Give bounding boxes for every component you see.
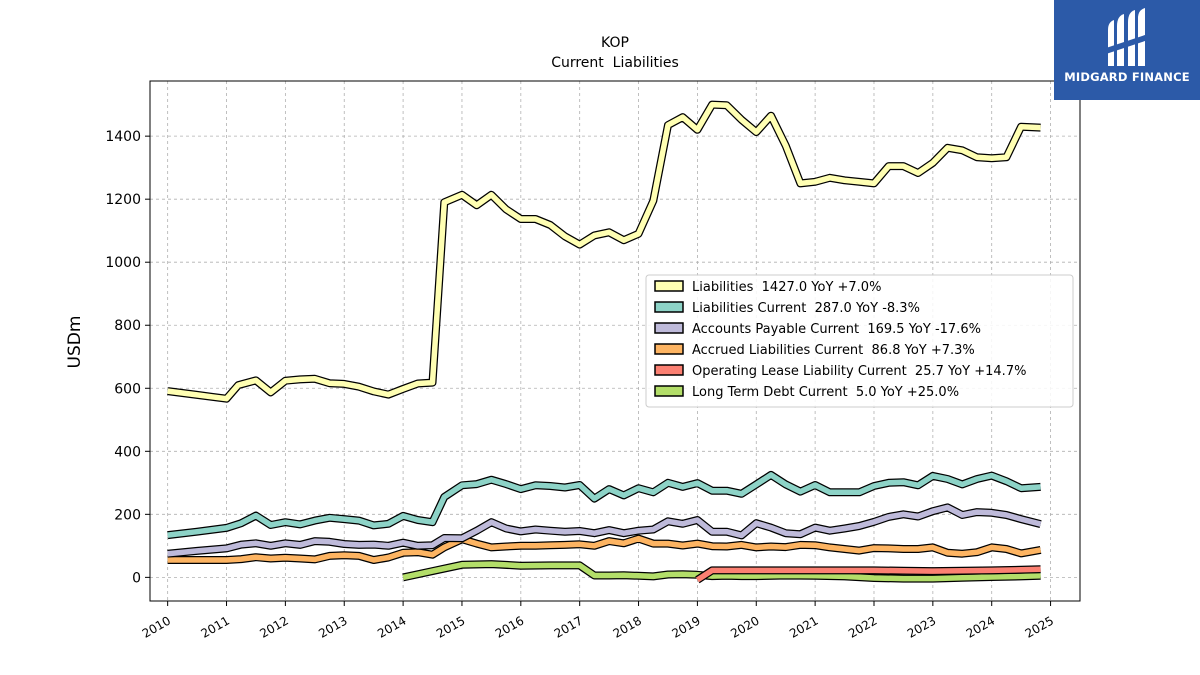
y-tick-label: 0 (132, 570, 141, 586)
x-tick-label: 2019 (669, 613, 702, 640)
y-tick-label: 600 (114, 381, 141, 397)
y-tick-label: 1200 (105, 192, 141, 208)
x-tick-label: 2012 (257, 613, 290, 640)
legend-label: Accounts Payable Current 169.5 YoY -17.6… (692, 322, 981, 337)
y-tick-label: 1000 (105, 255, 141, 271)
y-tick-label: 400 (114, 444, 141, 460)
x-axis: 2010 2011 2012 2013 2014 2015 2016 2017 2018 2019… (140, 601, 1056, 641)
legend-label: Long Term Debt Current 5.0 YoY +25.0% (692, 385, 959, 400)
x-tick-label: 2025 (1023, 613, 1056, 640)
series-operating-lease-liability-current (695, 565, 1041, 584)
y-tick-label: 200 (114, 507, 141, 523)
y-axis: 0 200 400 600 800 1000 1200 1400 (105, 129, 150, 586)
x-tick-label: 2010 (140, 613, 173, 640)
x-tick-label: 2011 (199, 613, 232, 640)
series-long-term-debt-current (402, 560, 1041, 583)
brand-name: MIDGARD FINANCE (1064, 70, 1190, 84)
series-line-accounts-payable-current (167, 504, 1042, 557)
series-line-accrued-liabilities-current (167, 535, 1042, 563)
legend-swatch (654, 364, 684, 376)
chart-title: KOP (601, 35, 629, 51)
x-tick-label: 2017 (552, 613, 585, 640)
plot-frame (149, 80, 1081, 602)
x-tick-label: 2015 (434, 613, 467, 640)
legend-label: Accrued Liabilities Current 86.8 YoY +7.… (692, 343, 975, 358)
y-tick-label: 1400 (105, 129, 141, 145)
series-line-liabilities-current (167, 472, 1041, 538)
legend-swatch (654, 322, 684, 334)
legend-swatch (654, 385, 684, 397)
x-tick-label: 2018 (611, 613, 644, 640)
legend-swatch (654, 280, 684, 292)
legend-label: Liabilities 1427.0 YoY +7.0% (692, 280, 881, 295)
x-tick-label: 2023 (905, 613, 938, 640)
series-liabilities (167, 100, 1041, 403)
midgard-logo-icon (1106, 8, 1148, 66)
x-tick-label: 2013 (316, 613, 349, 640)
y-tick-label: 800 (114, 318, 141, 334)
legend-label: Operating Lease Liability Current 25.7 Y… (692, 364, 1026, 379)
legend-box (645, 274, 1074, 408)
x-tick-label: 2020 (728, 613, 761, 640)
x-tick-label: 2022 (846, 613, 879, 640)
series-line-liabilities (167, 101, 1041, 402)
x-tick-label: 2024 (964, 613, 997, 640)
series-liabilities-current (167, 470, 1041, 540)
legend-swatch (654, 301, 684, 313)
y-axis-label: USDm (65, 316, 85, 369)
series-accrued-liabilities-current (167, 534, 1042, 564)
x-tick-label: 2016 (493, 613, 526, 640)
legend-swatch (654, 343, 684, 355)
brand-logo: MIDGARD FINANCE (1054, 0, 1200, 100)
chart-subtitle: Current Liabilities (551, 55, 679, 71)
x-tick-label: 2021 (787, 613, 820, 640)
x-tick-label: 2014 (375, 613, 408, 640)
series-accounts-payable-current (167, 503, 1042, 558)
series-line-operating-lease-liability-current (695, 566, 1041, 583)
series-layer (167, 100, 1042, 584)
legend: Liabilities 1427.0 YoY +7.0% Liabilities … (645, 274, 1074, 408)
series-line-long-term-debt-current (402, 561, 1041, 582)
legend-label: Liabilities Current 287.0 YoY -8.3% (692, 301, 920, 316)
